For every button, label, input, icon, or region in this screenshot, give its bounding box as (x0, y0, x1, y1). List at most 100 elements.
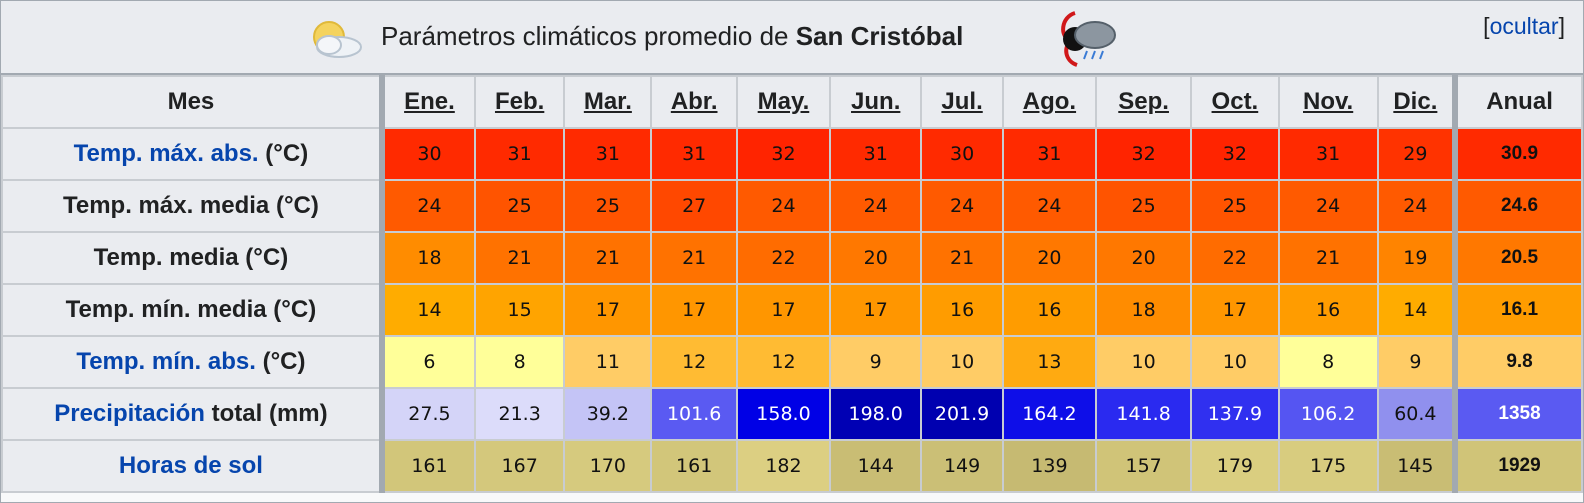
value-cell: 161 (378, 439, 477, 493)
value-cell: 17 (829, 283, 923, 337)
month-header[interactable]: Ene. (378, 75, 477, 129)
row-label: Temp. mín. media (°C) (1, 283, 383, 337)
value-cell: 158.0 (735, 387, 832, 441)
value-cell: 16 (920, 283, 1004, 337)
value-cell: 8 (474, 335, 566, 389)
value-cell: 12 (650, 335, 738, 389)
value-cell: 201.9 (920, 387, 1004, 441)
month-header[interactable]: Abr. (650, 75, 738, 129)
value-cell: 164.2 (1001, 387, 1098, 441)
table-row: Temp. máx. media (°C) 24 25 25 27 24 24 24 24 25 2… (1, 179, 1583, 233)
value-cell: 198.0 (829, 387, 923, 441)
annual-cell: 1358 (1452, 387, 1583, 441)
row-label-link[interactable]: Precipitación (54, 400, 205, 427)
value-cell: 10 (1190, 335, 1280, 389)
value-cell: 18 (1095, 283, 1193, 337)
value-cell: 182 (735, 439, 832, 493)
value-cell: 22 (735, 231, 832, 285)
value-cell: 17 (563, 283, 653, 337)
toggle-bracket-close: ] (1558, 13, 1565, 39)
table-caption: Parámetros climáticos promedio de San Cr… (1, 1, 1583, 75)
value-cell: 21 (474, 231, 566, 285)
header-row: Mes Ene. Feb. Mar. Abr. May. Jun. Jul. Ago. Sep.… (1, 75, 1583, 129)
value-cell: 15 (474, 283, 566, 337)
value-cell: 39.2 (563, 387, 653, 441)
value-cell: 16 (1277, 283, 1379, 337)
table-row: Temp. máx. abs. (°C) 30 31 31 31 32 31 30 31 32 32… (1, 127, 1583, 181)
value-cell: 32 (1190, 127, 1280, 181)
annual-cell: 20.5 (1452, 231, 1583, 285)
row-label-link[interactable]: Temp. mín. abs. (76, 348, 256, 375)
annual-cell: 30.9 (1452, 127, 1583, 181)
value-cell: 24 (735, 179, 832, 233)
caption-city: San Cristóbal (795, 21, 964, 51)
value-cell: 14 (378, 283, 477, 337)
annual-cell: 24.6 (1452, 179, 1583, 233)
value-cell: 149 (920, 439, 1004, 493)
value-cell: 11 (563, 335, 653, 389)
value-cell: 141.8 (1095, 387, 1193, 441)
row-label: Temp. máx. media (°C) (1, 179, 383, 233)
value-cell: 32 (735, 127, 832, 181)
value-cell: 25 (1190, 179, 1280, 233)
month-header[interactable]: May. (735, 75, 832, 129)
month-header[interactable]: Ago. (1001, 75, 1098, 129)
value-cell: 13 (1001, 335, 1098, 389)
row-label: Temp. mín. abs. (°C) (1, 335, 383, 389)
hide-link[interactable]: ocultar (1489, 13, 1559, 39)
month-header[interactable]: Dic. (1376, 75, 1457, 129)
value-cell: 31 (1001, 127, 1098, 181)
value-cell: 12 (735, 335, 832, 389)
value-cell: 175 (1277, 439, 1379, 493)
month-header[interactable]: Mar. (563, 75, 653, 129)
month-header[interactable]: Sep. (1095, 75, 1193, 129)
value-cell: 10 (920, 335, 1004, 389)
value-cell: 31 (1277, 127, 1379, 181)
value-cell: 14 (1376, 283, 1457, 337)
value-cell: 19 (1376, 231, 1457, 285)
month-header[interactable]: Oct. (1190, 75, 1280, 129)
table-row: Horas de sol 161 167 170 161 182 144 149 139 157 1… (1, 439, 1583, 493)
value-cell: 9 (1376, 335, 1457, 389)
value-cell: 20 (1095, 231, 1193, 285)
month-header[interactable]: Feb. (474, 75, 566, 129)
value-cell: 21 (650, 231, 738, 285)
value-cell: 60.4 (1376, 387, 1457, 441)
value-cell: 32 (1095, 127, 1193, 181)
value-cell: 20 (829, 231, 923, 285)
value-cell: 145 (1376, 439, 1457, 493)
value-cell: 25 (1095, 179, 1193, 233)
value-cell: 167 (474, 439, 566, 493)
value-cell: 25 (563, 179, 653, 233)
value-cell: 17 (650, 283, 738, 337)
value-cell: 25 (474, 179, 566, 233)
value-cell: 18 (378, 231, 477, 285)
value-cell: 24 (378, 179, 477, 233)
value-cell: 31 (563, 127, 653, 181)
value-cell: 24 (1277, 179, 1379, 233)
row-label: Temp. máx. abs. (°C) (1, 127, 383, 181)
table-row: Precipitación total (mm) 27.5 21.3 39.2 101.… (1, 387, 1583, 441)
hurricane-rain-icon (1061, 11, 1116, 67)
value-cell: 24 (829, 179, 923, 233)
value-cell: 29 (1376, 127, 1457, 181)
row-label-link[interactable]: Horas de sol (118, 452, 263, 479)
value-cell: 30 (920, 127, 1004, 181)
month-header[interactable]: Nov. (1277, 75, 1379, 129)
month-header[interactable]: Jun. (829, 75, 923, 129)
value-cell: 157 (1095, 439, 1193, 493)
caption-title-prefix: Parámetros climáticos promedio de (381, 21, 796, 51)
value-cell: 9 (829, 335, 923, 389)
month-header[interactable]: Jul. (920, 75, 1004, 129)
row-label: Precipitación total (mm) (1, 387, 383, 441)
annual-cell: 1929 (1452, 439, 1583, 493)
value-cell: 16 (1001, 283, 1098, 337)
partly-sunny-icon (313, 21, 362, 58)
value-cell: 17 (735, 283, 832, 337)
value-cell: 22 (1190, 231, 1280, 285)
annual-cell: 9.8 (1452, 335, 1583, 389)
annual-cell: 16.1 (1452, 283, 1583, 337)
value-cell: 21 (1277, 231, 1379, 285)
row-label-link[interactable]: Temp. máx. abs. (73, 140, 259, 167)
